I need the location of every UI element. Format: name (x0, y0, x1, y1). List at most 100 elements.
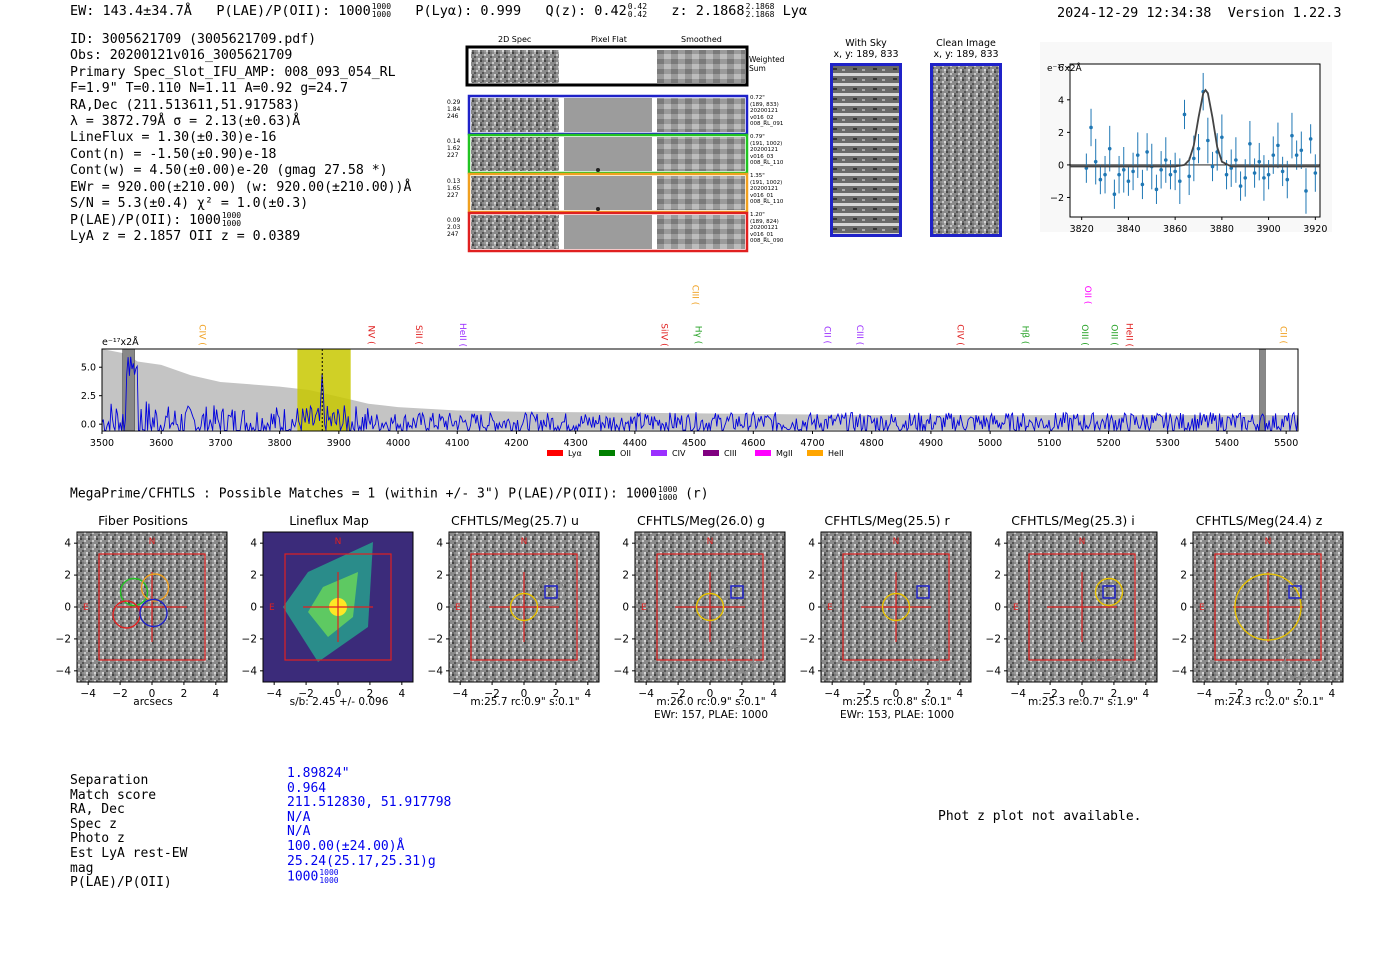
legend-label: OII (620, 449, 631, 458)
value-separation: 1.89824" (287, 766, 350, 781)
panel-xtick-label: 4 (956, 688, 963, 700)
zoom-ytick-label: 4 (1058, 95, 1064, 106)
catalog-match-box (730, 585, 744, 599)
match-title-line: MegaPrime/CFHTLS : Possible Matches = 1 … (70, 486, 709, 502)
zoom-xtick-label: 3880 (1210, 224, 1234, 234)
legend-label: CIII (724, 449, 737, 458)
emission-line-label: SiII ( (413, 325, 423, 345)
value-mag: 25.24(25.17,25.31)g (287, 853, 436, 869)
zoom-data-point (1154, 187, 1159, 192)
spectrum-xtick-label: 4300 (564, 438, 588, 449)
aperture-circle (725, 645, 755, 674)
match-details-labels: Separation Match score RA, Dec Spec z Ph… (70, 773, 187, 891)
spectrum-xtick-label: 3700 (208, 438, 232, 449)
spectrum-xtick-label: 5100 (1037, 438, 1061, 449)
panel-ytick-label: 0 (808, 602, 815, 614)
spectrum-xtick-label: 5500 (1274, 438, 1298, 449)
panel-xtick-label: −4 (80, 688, 96, 700)
detection-info: ID: 3005621709 (3005621709.pdf) Obs: 202… (70, 32, 411, 245)
compass-east: E (1199, 603, 1205, 613)
clean-image-title: Clean Image x, y: 189, 833 (933, 38, 999, 60)
zoom-xtick-label: 3820 (1070, 224, 1094, 234)
panel-ytick-label: 4 (436, 538, 443, 550)
panel-xtick-label: 0 (893, 688, 900, 700)
emission-line-label: CIV ( (955, 324, 965, 345)
panel-xtick-label: 4 (584, 688, 591, 700)
panel-xtick-label: −2 (112, 688, 127, 700)
panel-ytick-label: −4 (242, 665, 258, 677)
zoom-xtick-label: 3860 (1163, 224, 1187, 234)
panel-xtick-label: 0 (149, 688, 156, 700)
weighted-smoothed (657, 50, 745, 83)
panel-xtick-label: 0 (1265, 688, 1272, 700)
emission-line-label: CIII ( (854, 325, 864, 346)
zoom-xtick-label: 3900 (1257, 224, 1281, 234)
legend-swatch (755, 450, 771, 456)
spectrum-xtick-label: 4800 (860, 438, 884, 449)
panel-xtick-label: 4 (398, 688, 405, 700)
compass-north: N (521, 537, 528, 547)
info-plae: P(LAE)/P(OII): 1000 1000 1000 (70, 211, 242, 229)
label-photo-z: Photo z (70, 831, 125, 847)
with-sky-title: With Sky x, y: 189, 833 (833, 38, 899, 60)
info-id: ID: 3005621709 (3005621709.pdf) (70, 32, 317, 47)
panel-xtick-label: 2 (553, 688, 560, 700)
panel-image: N E 4 2 0 −2 −4 −4 −2 0 2 4 (242, 531, 414, 700)
panel-ytick-label: 2 (994, 570, 1001, 582)
spectrum-error-envelope (102, 349, 1298, 430)
info-obs: Obs: 20200121v016_3005621709 (70, 48, 293, 64)
header-qz: Q(z): 0.42 (545, 3, 627, 19)
panel-xtick-label: −2 (856, 688, 871, 700)
imaging-panel-row: Fiber Positions N E 4 2 0 −2 −4 −4 −2 0 2 4 arcsecs Li… (40, 510, 1360, 721)
panel-ytick-label: −4 (1172, 665, 1188, 677)
header-z-frac: 2.1868 2.1868 (745, 2, 775, 19)
panel-ytick-label: −2 (800, 633, 815, 645)
panel-ytick-label: 2 (622, 570, 629, 582)
panel-xtick-label: 4 (1328, 688, 1335, 700)
spectrum-xtick-label: 3500 (90, 438, 114, 449)
panel-xtick-label: 4 (1142, 688, 1149, 700)
panel-xtick-label: 2 (1111, 688, 1118, 700)
compass-east: E (269, 603, 275, 613)
spectrum-xtick-label: 4700 (800, 438, 824, 449)
info-ewr: EWr = 920.00(±210.00) (w: 920.00(±210.00… (70, 179, 412, 195)
header-datetime-version: 2024-12-29 12:34:38 Version 1.22.3 (1057, 5, 1342, 21)
panel-ytick-label: 4 (250, 538, 257, 550)
value-radec: 211.512830, 51.917798 (287, 795, 452, 811)
search-box (98, 553, 206, 661)
panel-xtick-label: −4 (266, 688, 282, 700)
zoom-ytick-label: 6 (1058, 63, 1064, 74)
zoom-data-point (1093, 159, 1098, 164)
cutout-grid (465, 45, 749, 253)
spectrum-xtick-label: 3900 (327, 438, 351, 449)
panel-xtick-label: 4 (212, 688, 219, 700)
zoom-data-point (1276, 143, 1280, 148)
zoom-data-point (1285, 177, 1290, 182)
panel-ytick-label: −4 (800, 665, 816, 677)
imaging-panel: CFHTLS/Meg(25.5) r N E 4 2 0 −2 −4 −4 −2 0 2 4 m:25.5… (784, 510, 972, 721)
panel-ytick-label: 2 (250, 570, 257, 582)
panel-caption: s/b: 2.45 +/- 0.096 (289, 696, 389, 708)
legend-swatch (599, 450, 615, 456)
label-plae: P(LAE)/P(OII) (70, 875, 172, 891)
panel-image: N E 4 2 0 −2 −4 −4 −2 0 2 4 (56, 531, 228, 700)
panel-title: Fiber Positions (98, 513, 188, 528)
catalog-match-box (916, 585, 930, 599)
zoom-data-point (1182, 112, 1187, 117)
compass-north: N (1265, 537, 1272, 547)
zoom-data-point (1210, 164, 1215, 169)
fiber-row-2 (467, 133, 749, 175)
spectrum-xtick-label: 5300 (1156, 438, 1180, 449)
zoom-data-point (1206, 138, 1210, 143)
aperture-circle (1094, 577, 1124, 607)
panel-image: N E 4 2 0 −2 −4 −4 −2 0 2 4 (614, 531, 786, 700)
panel-ytick-label: −4 (614, 665, 630, 677)
zoom-data-point (1126, 179, 1131, 183)
search-box (1028, 553, 1136, 661)
panel-ytick-label: −2 (428, 633, 443, 645)
panel-xtick-label: −4 (1196, 688, 1212, 700)
value-est-ew: 100.00(±24.00)Å (287, 838, 405, 854)
label-radec: RA, Dec (70, 802, 125, 818)
zoom-xtick-label: 3840 (1116, 224, 1140, 234)
panel-xtick-label: 2 (739, 688, 746, 700)
